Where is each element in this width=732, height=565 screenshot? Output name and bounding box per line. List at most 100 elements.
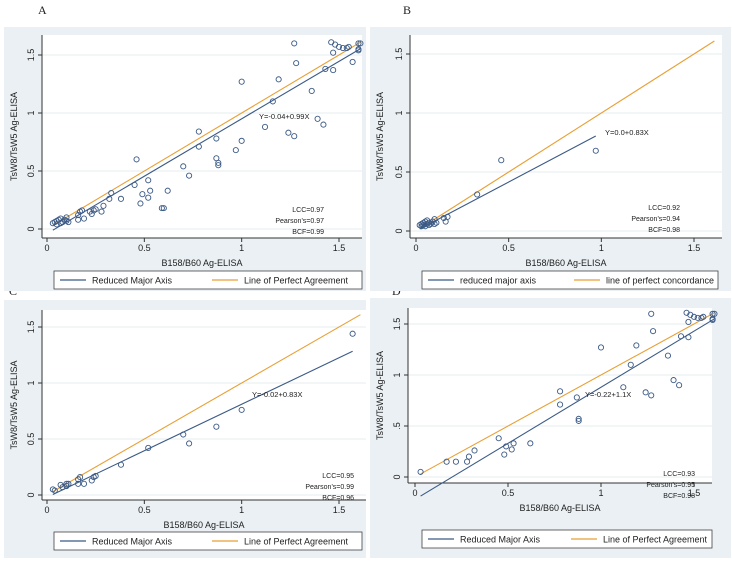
reduced-major-axis-line [52,350,353,495]
x-axis-label: B158/B60 Ag-ELISA [519,503,600,513]
legend-label-agreement: Line of Perfect Agreement [244,537,349,547]
y-tick-label: 1 [394,110,404,115]
y-tick-label: 0.5 [394,166,404,179]
data-point [345,43,352,50]
data-point [417,468,424,475]
data-point [355,40,362,47]
y-tick-label: 0 [26,226,36,231]
x-tick-label: 0 [44,505,49,515]
legend-label-rma: Reduced Major Axis [92,276,173,286]
regression-equation: Y=-0.04+0.99X [259,112,309,121]
data-point [495,435,502,442]
line-of-agreement [420,312,715,475]
data-point [65,218,72,226]
data-point [145,194,152,201]
y-tick-label: 1.5 [394,48,404,61]
line-of-agreement [52,41,361,226]
data-point [80,480,88,487]
y-axis-label: TsW8/TsW5 Ag-ELISA [9,92,19,181]
x-tick-label: 1.5 [688,488,701,498]
legend-box [421,270,719,290]
data-point [139,191,146,198]
data-point [98,208,105,215]
stat-label: Pearson's=0.99 [305,484,354,491]
data-point [597,344,605,351]
stat-label: BCF=0.99 [292,229,324,236]
data-point [92,472,99,480]
chart-svg: 0 0 0.5 0.5 1 1 1.5 1.5 B158/B60 Ag-ELISA TsW8/Ts… [375,35,722,290]
data-point [133,156,140,163]
data-point [440,214,447,222]
panel-label-c: C [9,284,18,298]
data-point [63,480,70,487]
x-tick-label: 0.5 [502,243,515,253]
panel-label-a: A [38,3,47,17]
legend-box [53,270,363,290]
legend-label-rma: reduced major axis [460,276,537,286]
legend-label-agreement: Line of Perfect Agreement [244,276,349,286]
data-point [322,65,329,72]
y-axis-label: TsW8/TsW5 Ag-ELISA [9,360,19,449]
data-point [215,159,222,166]
data-point [330,67,337,74]
data-point [575,415,582,422]
data-point [291,40,298,47]
data-point [232,147,239,154]
data-point [314,115,321,122]
data-point [75,480,82,487]
panel-label-b: B [403,3,412,17]
chart-panel-c: 0 0 0.5 0.5 1 1 1.5 1.5 B158/B60 Ag-ELISA TsW8/Ts… [4,300,366,558]
data-point [633,342,640,349]
data-point [51,487,58,494]
data-point [293,60,300,67]
y-tick-label: 0 [394,228,404,233]
x-tick-label: 1 [239,505,244,515]
regression-equation: Y=-0.02+0.83X [252,390,302,399]
stat-label: LCC=0.97 [292,207,324,214]
data-point [65,480,72,487]
data-point [670,377,677,384]
data-point [158,205,165,212]
x-tick-label: 1.5 [333,505,346,515]
data-point [498,157,505,164]
x-axis-label: B158/B60 Ag-ELISA [163,520,244,530]
data-point [238,406,245,413]
data-point [592,147,599,154]
legend-label-rma: Reduced Major Axis [92,537,173,547]
chart-panel-d: 0 0.5 0.5 1 1 1.5 1.5 B158/B60 Ag-ELISA TsW8/TsW… [370,298,731,558]
x-axis-label: B158/B60 Ag-ELISA [161,258,242,268]
data-point [137,200,144,207]
data-point [464,458,471,465]
data-point [557,388,564,395]
data-point [690,313,698,320]
data-point [650,328,657,335]
data-point [474,191,481,198]
x-tick-label: 0 [413,243,418,253]
panel-label-d: D [392,284,401,298]
data-point [471,447,478,454]
legend-box [421,529,713,549]
data-point [80,215,88,222]
stat-label: Pearson's=0.95 [646,482,695,489]
chart-panel-a: 0 0 0.5 0.5 1 1 1.5 1.5 B158/B60 Ag-ELISA TsW8/Ts… [4,27,366,291]
x-tick-label: 0.5 [502,488,515,498]
chart-panel-b: 0 0 0.5 0.5 1 1 1.5 1.5 B158/B60 Ag-ELISA TsW8/Ts… [370,27,731,291]
legend-box [53,531,363,551]
x-tick-label: 0.5 [138,505,151,515]
data-point [77,474,84,481]
data-point [527,440,534,447]
x-tick-label: 0.5 [138,243,151,253]
regression-equation: Y=-0.22+1.1X [585,390,631,399]
data-point [145,177,152,184]
stat-label: Pearson's=0.97 [275,218,324,225]
data-point [106,195,113,202]
data-point [308,87,315,95]
data-point [78,207,86,214]
y-tick-label: .5 [392,422,402,430]
legend-label-rma: Reduced Major Axis [460,535,541,545]
data-point [349,330,356,337]
stat-label: BCF=0.98 [663,493,695,500]
data-point [57,215,64,222]
data-point [269,98,276,105]
